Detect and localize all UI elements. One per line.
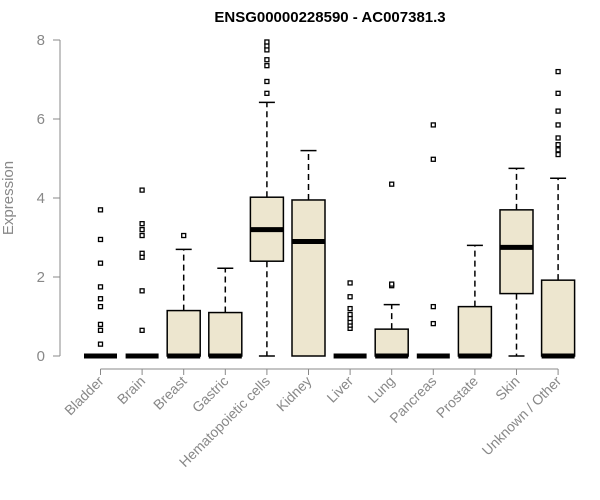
box xyxy=(374,328,409,357)
box-group xyxy=(333,280,367,359)
outlier-point xyxy=(97,327,104,333)
x-tick-label: Liver xyxy=(323,373,356,406)
x-tick-label: Breast xyxy=(150,373,190,413)
outlier-point xyxy=(555,68,561,75)
x-tick-label: Skin xyxy=(492,373,523,404)
outlier-point xyxy=(430,320,436,327)
outlier-point xyxy=(555,142,561,148)
outlier-point xyxy=(97,303,104,310)
outlier-point xyxy=(139,288,145,294)
outlier-point xyxy=(347,305,353,312)
outlier-point xyxy=(264,90,270,96)
box-group xyxy=(125,187,159,359)
box xyxy=(540,279,576,357)
box xyxy=(291,199,326,357)
outlier-point xyxy=(430,303,436,310)
box-group xyxy=(84,207,117,359)
box-group xyxy=(540,68,576,359)
box-group xyxy=(291,149,326,357)
y-tick-label: 6 xyxy=(37,111,45,128)
outlier-point xyxy=(555,122,561,128)
outlier-point xyxy=(139,250,145,256)
y-axis-label: Expression xyxy=(0,161,17,235)
box xyxy=(457,305,493,357)
outlier-point xyxy=(97,296,104,302)
x-tick-label: Brain xyxy=(114,373,148,407)
outlier-point xyxy=(139,327,145,333)
box xyxy=(166,309,201,357)
outlier-point xyxy=(97,341,104,347)
outlier-point xyxy=(555,135,561,141)
y-tick-label: 2 xyxy=(37,269,45,286)
outlier-point xyxy=(347,311,353,318)
x-tick-label: Bladder xyxy=(61,373,107,419)
outlier-point xyxy=(97,321,104,328)
outlier-point xyxy=(264,63,270,69)
outlier-point xyxy=(430,122,436,128)
outlier-point xyxy=(389,181,395,187)
box-group xyxy=(374,181,409,359)
y-tick-label: 4 xyxy=(37,190,45,207)
outlier-point xyxy=(97,260,104,266)
x-tick-label: Unknown / Other xyxy=(479,373,565,459)
x-tick-label: Prostate xyxy=(433,373,481,421)
outlier-point xyxy=(264,39,270,45)
box xyxy=(208,311,243,357)
chart-title: ENSG00000228590 - AC007381.3 xyxy=(214,9,445,26)
box xyxy=(499,209,534,295)
box-group xyxy=(416,122,450,359)
outlier-point xyxy=(555,108,561,114)
box-group xyxy=(499,167,534,357)
y-tick-label: 0 xyxy=(37,348,45,365)
outlier-point xyxy=(139,187,145,193)
outlier-point xyxy=(430,156,436,162)
plot-area xyxy=(84,39,576,359)
y-tick-label: 8 xyxy=(37,32,45,49)
outlier-point xyxy=(97,207,104,213)
box-group xyxy=(457,244,493,359)
box-group xyxy=(166,232,201,359)
outlier-point xyxy=(264,78,270,85)
outlier-point xyxy=(139,221,145,227)
outlier-point xyxy=(389,281,395,287)
outlier-point xyxy=(97,284,104,290)
outlier-point xyxy=(555,90,561,96)
outlier-point xyxy=(555,147,561,153)
y-axis: 0 2 4 6 8 xyxy=(37,32,61,365)
x-tick-label: Kidney xyxy=(273,373,315,415)
outlier-point xyxy=(97,236,104,243)
box-group xyxy=(249,39,285,357)
outlier-point xyxy=(264,57,270,63)
outlier-point xyxy=(139,226,145,233)
outlier-point xyxy=(347,280,353,286)
outlier-point xyxy=(347,294,353,300)
outlier-point xyxy=(139,232,145,239)
outlier-point xyxy=(181,232,187,239)
outlier-point xyxy=(555,151,561,158)
box-group xyxy=(208,267,243,359)
x-tick-label: Lung xyxy=(364,373,397,406)
